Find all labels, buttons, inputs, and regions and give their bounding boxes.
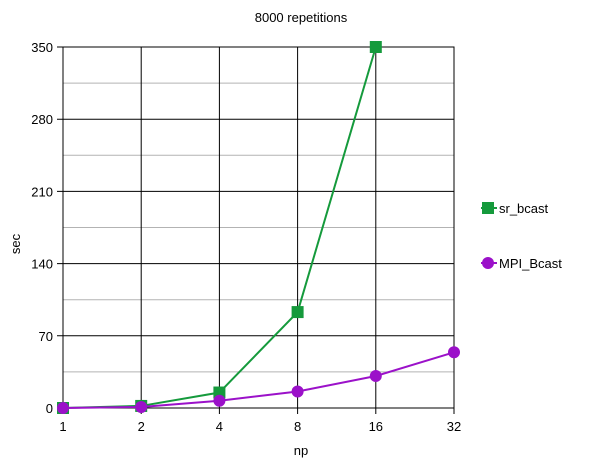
- x-tick-label: 2: [138, 419, 145, 434]
- data-point: [369, 370, 382, 383]
- y-axis-title: sec: [8, 233, 23, 254]
- legend-marker: [482, 257, 494, 269]
- grid-lines: [57, 46, 455, 414]
- legend-label: sr_bcast: [499, 201, 549, 216]
- y-tick-label: 140: [31, 257, 53, 272]
- plot-frame: [62, 46, 455, 409]
- x-tick-label: 16: [369, 419, 383, 434]
- x-tick-label: 8: [294, 419, 301, 434]
- data-point: [291, 306, 304, 319]
- y-tick-label: 0: [46, 401, 53, 416]
- y-tick-label: 280: [31, 112, 53, 127]
- legend-item-MPI_Bcast: MPI_Bcast: [481, 256, 562, 271]
- x-tick-label: 32: [447, 419, 461, 434]
- data-point: [448, 346, 460, 359]
- series-MPI_Bcast: [57, 346, 460, 414]
- x-axis-ticks: 1 2 4 8 16 32: [59, 419, 461, 434]
- data-point: [213, 394, 226, 407]
- data-point: [57, 402, 69, 414]
- x-tick-label: 1: [59, 419, 66, 434]
- y-tick-label: 70: [39, 329, 53, 344]
- chart-title: 8000 repetitions: [255, 10, 348, 25]
- x-axis-title: np: [294, 443, 308, 458]
- series-line: [62, 351, 455, 409]
- data-point: [213, 386, 226, 399]
- y-tick-label: 210: [31, 184, 53, 199]
- data-point: [369, 41, 382, 53]
- legend-label: MPI_Bcast: [499, 256, 562, 271]
- x-tick-label: 4: [216, 419, 223, 434]
- legend-marker: [482, 202, 494, 214]
- plot-border: [62, 46, 455, 409]
- legend: sr_bcast MPI_Bcast: [481, 201, 562, 271]
- legend-item-sr_bcast: sr_bcast: [481, 201, 549, 216]
- data-point: [291, 385, 304, 398]
- data-point: [135, 400, 148, 413]
- y-axis-ticks: 0 70 140 210 280 350: [31, 40, 53, 416]
- series-layer: [57, 41, 460, 414]
- y-tick-label: 350: [31, 40, 53, 55]
